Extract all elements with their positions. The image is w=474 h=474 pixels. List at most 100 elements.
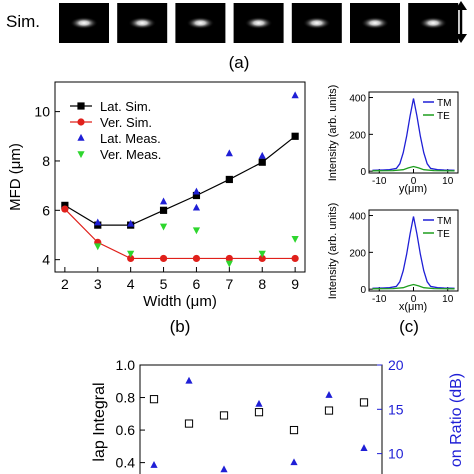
mfd-x-tick-label: 8 <box>258 276 266 292</box>
overlap-right-tick-label: 10 <box>388 446 404 462</box>
overlap-left-tick-label: 0.6 <box>116 422 136 438</box>
mfd-legend-marker <box>77 102 85 110</box>
overlap-plot-frame <box>139 364 383 474</box>
mfd-data-point <box>61 205 69 213</box>
overlap-right-axis-label: on Ratio (dB) <box>448 373 465 467</box>
mfd-data-point <box>291 254 299 263</box>
overlap-left-tick-label: 0.4 <box>116 455 136 471</box>
mfd-data-point <box>258 151 266 159</box>
mfd-legend-label: Ver. Sim. <box>100 115 152 130</box>
panel-label-b: (b) <box>170 317 191 336</box>
intensity-y-tick-label: 400 <box>349 94 366 105</box>
intensity-x-x-axis-label: x(μm) <box>399 301 427 313</box>
mfd-data-point <box>192 254 201 263</box>
mfd-data-point <box>127 254 135 263</box>
mfd-data-point <box>159 197 168 205</box>
intensity-y-tick-label: 200 <box>349 248 366 259</box>
overlap-data-point <box>255 399 263 407</box>
overlap-right-tick-label: 15 <box>388 401 404 417</box>
overlap-left-tick-label: 0.8 <box>116 390 136 406</box>
mfd-legend-label: Ver. Meas. <box>100 147 161 162</box>
intensity-x-tick-label: -10 <box>372 176 387 187</box>
mode-spot <box>302 17 331 29</box>
mode-spot <box>244 17 273 29</box>
mfd-legend-marker <box>77 133 85 141</box>
mode-spot <box>419 17 448 29</box>
overlap-data-point <box>360 444 368 452</box>
mfd-data-point <box>258 158 266 166</box>
mfd-legend-marker <box>77 118 85 126</box>
mfd-data-point <box>159 223 168 231</box>
intensity-series-line <box>372 165 455 172</box>
mode-spot <box>128 17 157 29</box>
mfd-x-tick-label: 2 <box>61 276 69 292</box>
mfd-x-tick-label: 9 <box>291 276 299 292</box>
intensity-y-x-axis-label: y(μm) <box>399 183 427 195</box>
mfd-data-point <box>127 250 135 258</box>
mfd-data-point <box>291 132 299 140</box>
intensity-series-line <box>372 283 455 290</box>
mfd-data-point <box>291 235 299 243</box>
mfd-y-tick-label: 4 <box>42 252 50 268</box>
intensity-x-tick-label: 10 <box>442 176 454 187</box>
overlap-data-point <box>289 425 299 435</box>
mfd-data-point <box>159 254 168 263</box>
mfd-data-point <box>192 187 201 195</box>
intensity-y-tick-label: 400 <box>349 212 366 223</box>
overlap-left-axis-label: lap Integral <box>91 382 108 461</box>
mode-spot <box>70 17 98 29</box>
mfd-data-point <box>192 191 201 200</box>
mfd-legend: Lat. Sim.Ver. Sim.Lat. Meas.Ver. Meas. <box>70 99 161 162</box>
mfd-x-tick-label: 3 <box>94 276 102 292</box>
intensity-y-tick-label: 200 <box>349 130 366 141</box>
overlap-data-point <box>220 465 228 473</box>
mfd-y-tick-label: 10 <box>34 104 50 120</box>
mfd-data-point <box>94 218 102 226</box>
intensity-x-tick-label: 10 <box>442 294 454 305</box>
intensity-legend-label: TE <box>437 111 450 122</box>
intensity-y-legend: TM TE <box>423 98 451 122</box>
mfd-data-point <box>159 206 168 214</box>
intensity-series-line <box>372 216 455 289</box>
mfd-data-point <box>225 260 233 268</box>
mfd-x-tick-label: 4 <box>127 276 135 292</box>
mfd-data-point <box>225 175 233 184</box>
mfd-data-point <box>225 254 233 263</box>
mfd-data-point <box>61 201 69 209</box>
intensity-series-line <box>372 98 455 171</box>
mfd-data-point <box>258 254 266 263</box>
overlap-data-point <box>149 395 159 404</box>
overlap-data-point <box>290 458 298 466</box>
row-label-sim: Sim. <box>6 12 40 31</box>
mfd-plot-frame <box>54 81 306 273</box>
mfd-chart: 2 3 4 5 6 7 8 9 4 6 8 10 Width (μm) MFD (μm) Lat. S… <box>7 81 306 336</box>
mfd-data-point <box>127 219 135 227</box>
panel-label-a: (a) <box>229 53 250 72</box>
intensity-x-y-axis-label: Intensity (arb. units) <box>327 203 339 300</box>
double-arrow-icon <box>455 1 467 43</box>
intensity-x-legend: TM TE <box>423 216 451 240</box>
overlap-data-point <box>254 408 264 417</box>
mfd-x-tick-label: 6 <box>193 276 201 292</box>
mfd-x-tick-label: 7 <box>225 276 233 292</box>
mfd-x-tick-label: 5 <box>160 276 168 292</box>
overlap-chart: 0.4 0.6 0.8 1.0 10 15 20 lap Integral on Ratio… <box>91 357 465 474</box>
intensity-x-tick-label: 0 <box>411 176 417 187</box>
mfd-legend-label: Lat. Sim. <box>100 99 151 114</box>
mode-image-row <box>59 3 459 43</box>
mfd-series-line <box>64 208 296 260</box>
mfd-legend-label: Lat. Meas. <box>100 131 161 146</box>
overlap-data-point <box>219 411 229 420</box>
mfd-y-axis-label: MFD (μm) <box>7 143 24 211</box>
intensity-legend-label: TM <box>437 216 451 227</box>
intensity-legend-label: TM <box>437 98 451 109</box>
mfd-data-point <box>94 243 102 251</box>
mfd-y-tick-label: 8 <box>42 153 50 169</box>
overlap-data-point <box>325 390 333 398</box>
mfd-series-line <box>64 135 296 226</box>
mfd-y-tick-label: 6 <box>42 202 50 218</box>
mfd-data-point <box>192 227 201 235</box>
